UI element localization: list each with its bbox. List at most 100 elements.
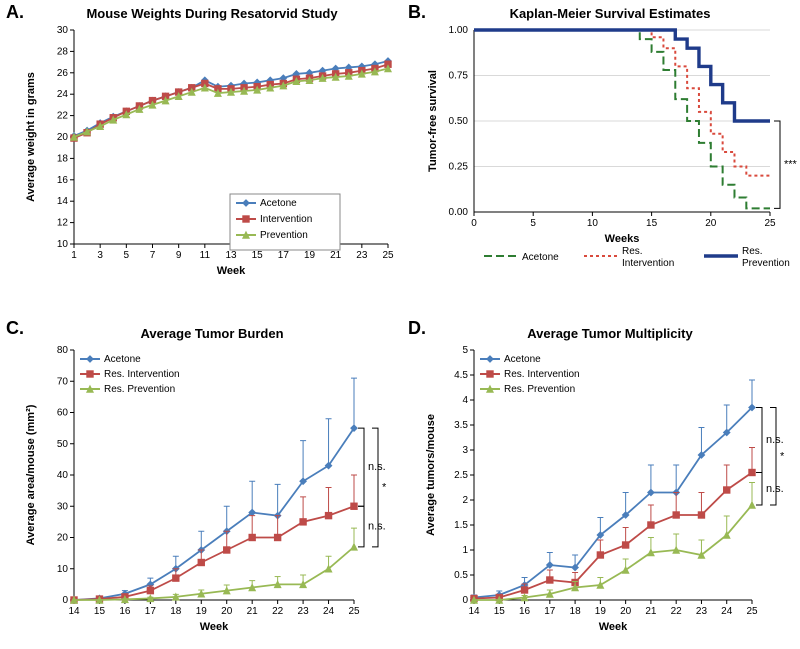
svg-text:21: 21: [247, 606, 259, 617]
panel-C-label: C.: [6, 318, 24, 339]
svg-text:Acetone: Acetone: [260, 198, 297, 209]
svg-text:19: 19: [595, 606, 607, 617]
svg-text:n.s.: n.s.: [766, 483, 784, 495]
svg-text:16: 16: [519, 606, 531, 617]
svg-text:23: 23: [356, 250, 368, 261]
svg-text:18: 18: [170, 606, 182, 617]
svg-text:Intervention: Intervention: [622, 258, 674, 269]
svg-text:Res. Prevention: Res. Prevention: [104, 384, 175, 395]
svg-text:n.s.: n.s.: [368, 521, 386, 533]
svg-text:22: 22: [272, 606, 284, 617]
svg-text:Tumor-free survival: Tumor-free survival: [427, 70, 439, 172]
panel-A-label: A.: [6, 2, 24, 23]
svg-text:24: 24: [721, 606, 733, 617]
svg-text:12: 12: [57, 218, 69, 229]
svg-text:2: 2: [462, 495, 468, 506]
svg-text:Acetone: Acetone: [104, 354, 141, 365]
svg-text:2.5: 2.5: [454, 470, 468, 481]
svg-text:0: 0: [471, 218, 477, 229]
svg-text:14: 14: [57, 196, 69, 207]
svg-text:25: 25: [746, 606, 758, 617]
svg-text:***: ***: [784, 159, 798, 171]
svg-text:21: 21: [645, 606, 657, 617]
svg-text:18: 18: [57, 153, 69, 164]
svg-text:Res.: Res.: [742, 246, 763, 257]
svg-text:80: 80: [57, 345, 69, 356]
panel-C-title: Average Tumor Burden: [32, 326, 392, 341]
svg-text:Week: Week: [200, 621, 229, 633]
svg-text:11: 11: [200, 250, 211, 261]
svg-text:Prevention: Prevention: [742, 258, 790, 269]
svg-text:15: 15: [646, 218, 658, 229]
svg-text:Week: Week: [217, 265, 246, 277]
svg-text:1: 1: [462, 545, 468, 556]
svg-text:0.25: 0.25: [449, 162, 469, 173]
svg-text:Res.: Res.: [622, 246, 643, 257]
svg-text:17: 17: [145, 606, 157, 617]
svg-text:23: 23: [298, 606, 310, 617]
svg-text:20: 20: [57, 132, 69, 143]
svg-text:4: 4: [462, 395, 468, 406]
svg-text:*: *: [382, 482, 387, 494]
svg-text:Res. Intervention: Res. Intervention: [104, 369, 180, 380]
svg-text:10: 10: [587, 218, 599, 229]
svg-text:15: 15: [494, 606, 506, 617]
panel-D-title: Average Tumor Multiplicity: [430, 326, 790, 341]
svg-text:21: 21: [330, 250, 342, 261]
svg-text:10: 10: [57, 564, 69, 575]
svg-text:25: 25: [348, 606, 360, 617]
svg-text:70: 70: [57, 376, 69, 387]
svg-text:24: 24: [57, 89, 69, 100]
svg-text:3: 3: [462, 445, 468, 456]
svg-text:Res. Prevention: Res. Prevention: [504, 384, 575, 395]
svg-text:30: 30: [57, 501, 69, 512]
svg-text:20: 20: [221, 606, 233, 617]
svg-text:17: 17: [278, 250, 290, 261]
svg-text:50: 50: [57, 439, 69, 450]
svg-text:25: 25: [382, 250, 394, 261]
svg-text:9: 9: [176, 250, 182, 261]
svg-text:0: 0: [462, 595, 468, 606]
svg-text:*: *: [780, 450, 785, 462]
svg-text:28: 28: [57, 46, 69, 57]
svg-text:0.75: 0.75: [449, 71, 469, 82]
svg-text:13: 13: [225, 250, 237, 261]
svg-text:23: 23: [696, 606, 708, 617]
svg-text:Acetone: Acetone: [522, 252, 559, 263]
svg-text:25: 25: [764, 218, 776, 229]
svg-text:Average weight in grams: Average weight in grams: [25, 72, 37, 202]
svg-text:n.s.: n.s.: [766, 434, 784, 446]
svg-text:16: 16: [57, 175, 69, 186]
panel-D-label: D.: [408, 318, 426, 339]
svg-text:18: 18: [570, 606, 582, 617]
svg-text:5: 5: [462, 345, 468, 356]
svg-text:40: 40: [57, 470, 69, 481]
svg-text:0.50: 0.50: [449, 116, 469, 127]
svg-text:Average tumors/mouse: Average tumors/mouse: [425, 414, 437, 536]
svg-text:4.5: 4.5: [454, 370, 468, 381]
svg-text:5: 5: [530, 218, 536, 229]
svg-text:7: 7: [150, 250, 156, 261]
svg-text:0: 0: [62, 595, 68, 606]
svg-text:Intervention: Intervention: [260, 214, 312, 225]
svg-text:24: 24: [323, 606, 335, 617]
svg-text:19: 19: [304, 250, 316, 261]
svg-text:17: 17: [544, 606, 556, 617]
svg-text:Prevention: Prevention: [260, 230, 308, 241]
panel-B-label: B.: [408, 2, 426, 23]
panel-B-title: Kaplan-Meier Survival Estimates: [430, 6, 790, 21]
svg-text:15: 15: [252, 250, 264, 261]
svg-text:14: 14: [468, 606, 480, 617]
svg-text:26: 26: [57, 68, 69, 79]
panel-C-chart: 0102030405060708014151617181920212223242…: [20, 344, 400, 644]
svg-text:Res. Intervention: Res. Intervention: [504, 369, 580, 380]
svg-text:Week: Week: [599, 621, 628, 633]
svg-text:1.00: 1.00: [449, 25, 469, 36]
svg-text:0.5: 0.5: [454, 570, 468, 581]
svg-text:0.00: 0.00: [449, 207, 469, 218]
svg-text:Acetone: Acetone: [504, 354, 541, 365]
svg-text:14: 14: [68, 606, 80, 617]
svg-text:3.5: 3.5: [454, 420, 468, 431]
svg-text:Average area/mouse (mm²): Average area/mouse (mm²): [25, 404, 37, 545]
svg-text:20: 20: [705, 218, 717, 229]
